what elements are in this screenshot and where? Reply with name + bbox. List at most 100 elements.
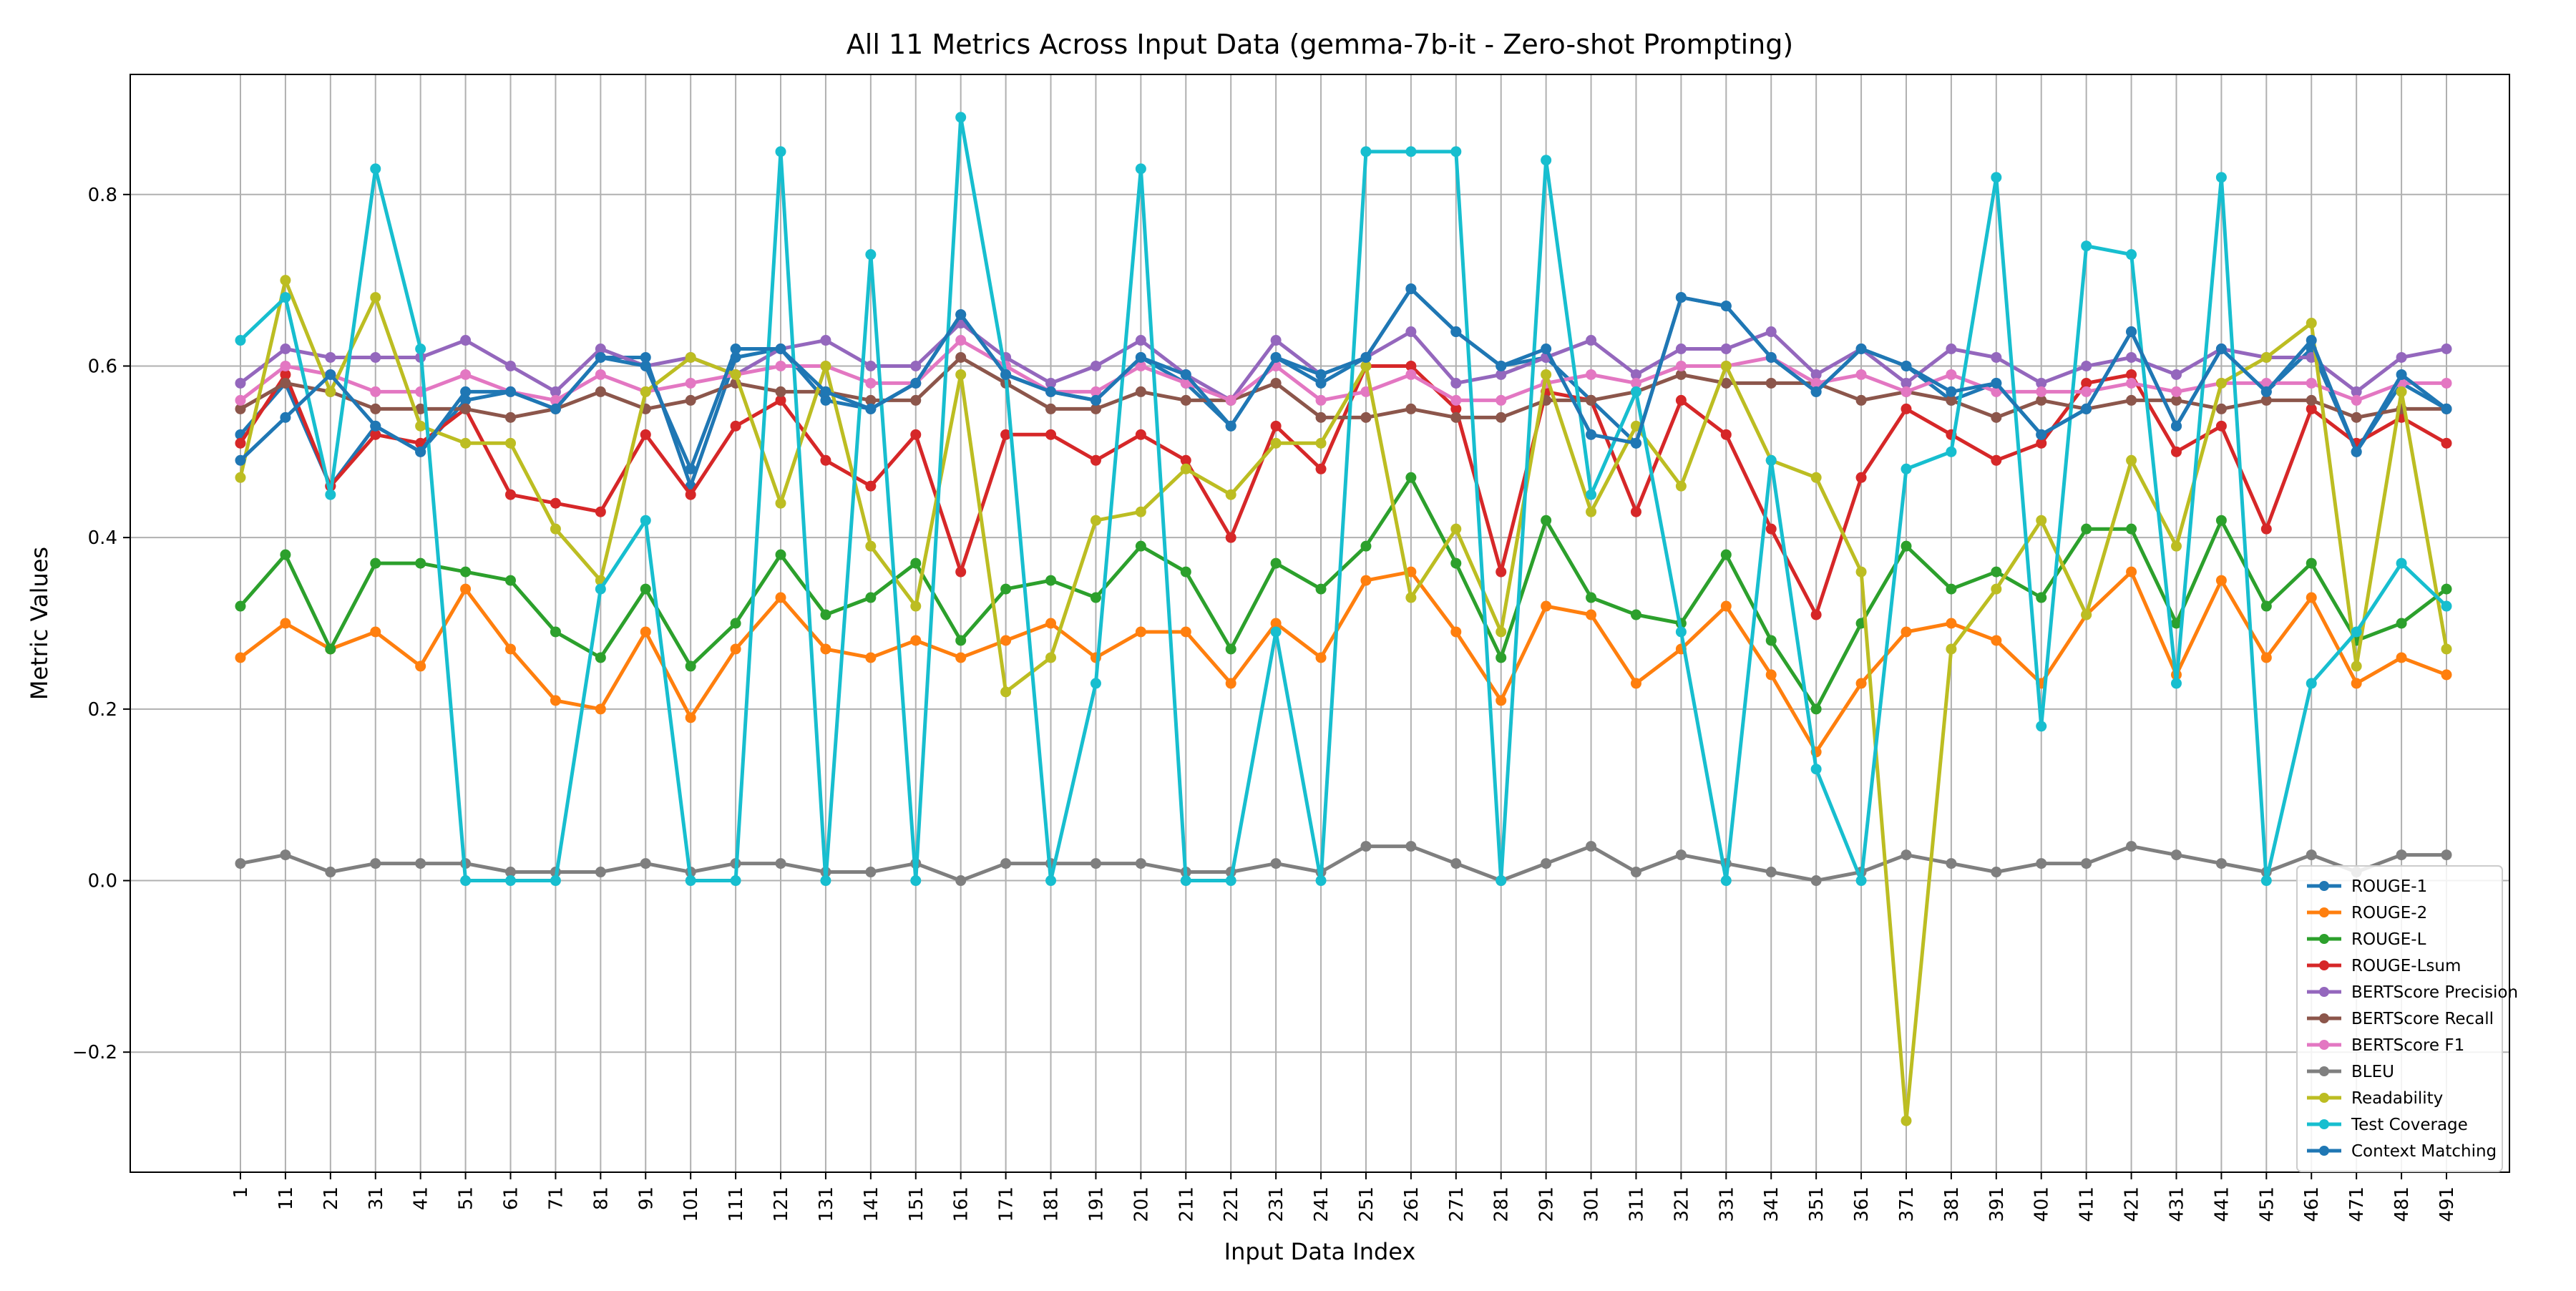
data-point [1450, 146, 1462, 157]
x-tick-label: 61 [501, 1187, 522, 1210]
data-point [865, 394, 877, 406]
data-point [1045, 575, 1057, 586]
data-point [1901, 849, 1912, 861]
legend-item: Test Coverage [2307, 1116, 2468, 1134]
data-point [1135, 360, 1146, 371]
data-point [595, 583, 606, 595]
data-point [2081, 360, 2092, 371]
data-point [2126, 369, 2137, 380]
data-point [235, 377, 246, 389]
data-point [550, 523, 561, 535]
data-point [2396, 557, 2407, 569]
series-11 [235, 283, 2452, 474]
data-point [1675, 849, 1687, 861]
data-point [1450, 394, 1462, 406]
data-point [1946, 386, 1957, 397]
data-point [685, 394, 696, 406]
data-point [865, 540, 877, 552]
legend-item: BERTScore Recall [2307, 1010, 2494, 1028]
legend-swatch-marker [2319, 934, 2329, 944]
data-point [1765, 351, 1777, 363]
data-point [2215, 420, 2227, 432]
data-point [1000, 369, 1012, 380]
legend-swatch-marker [2319, 1146, 2329, 1156]
data-point [1405, 146, 1417, 157]
data-point [1541, 600, 1552, 612]
data-point [2036, 394, 2047, 406]
legend-item: Readability [2307, 1089, 2443, 1108]
data-point [1630, 377, 1641, 389]
data-point [1991, 386, 2002, 397]
legend-item: ROUGE-Lsum [2307, 957, 2461, 975]
data-point [1405, 369, 1417, 380]
data-point [685, 661, 696, 672]
data-point [550, 626, 561, 638]
data-point [2036, 386, 2047, 397]
y-tick-label: −0.2 [72, 1042, 117, 1063]
data-point [1270, 858, 1282, 869]
data-point [2441, 583, 2452, 595]
data-point [2306, 678, 2317, 689]
data-point [2441, 643, 2452, 655]
data-point [595, 506, 606, 517]
data-point [550, 386, 561, 397]
data-point [1225, 394, 1236, 406]
data-point [2036, 377, 2047, 389]
x-tick-label: 151 [906, 1187, 927, 1222]
x-tick-label: 171 [996, 1187, 1018, 1222]
data-point [2170, 386, 2182, 397]
data-point [1045, 875, 1057, 887]
series-line [240, 844, 2446, 882]
data-point [2126, 454, 2137, 466]
legend-label: Context Matching [2351, 1142, 2497, 1161]
data-point [1450, 403, 1462, 414]
data-point [1855, 875, 1867, 887]
data-point [865, 377, 877, 389]
data-point [1450, 523, 1462, 535]
legend-item: BLEU [2307, 1063, 2394, 1081]
data-point [370, 429, 381, 440]
data-point [1946, 344, 1957, 354]
data-point [1360, 540, 1372, 552]
data-point [1000, 429, 1012, 440]
data-point [1991, 867, 2002, 878]
legend-swatch-marker [2319, 1040, 2329, 1050]
data-point [640, 386, 651, 397]
data-point [1090, 360, 1101, 371]
data-point [910, 600, 922, 612]
series-line [238, 278, 2449, 1123]
data-point [2170, 446, 2182, 457]
data-point [2170, 678, 2182, 689]
data-point [775, 394, 786, 406]
data-point [1855, 344, 1867, 354]
data-point [2126, 249, 2137, 260]
data-point [1450, 557, 1462, 569]
data-point [2306, 377, 2317, 389]
data-point [2396, 618, 2407, 629]
x-tick-label: 241 [1311, 1187, 1332, 1222]
data-point [1090, 858, 1101, 869]
data-point [1450, 626, 1462, 638]
data-point [1720, 875, 1732, 887]
data-point [1315, 463, 1327, 474]
data-point [1765, 669, 1777, 681]
data-point [1855, 369, 1867, 380]
data-point [2260, 351, 2272, 363]
data-point [865, 249, 877, 260]
plot-frame [130, 74, 2510, 1173]
data-point [1180, 394, 1191, 406]
data-point [2260, 523, 2272, 535]
data-point [1405, 360, 1417, 371]
data-point [1810, 609, 1822, 620]
data-point [1946, 618, 1957, 629]
series-line [239, 356, 2446, 419]
data-point [1090, 592, 1101, 603]
data-point [955, 369, 967, 380]
data-point [955, 309, 967, 321]
data-point [1991, 172, 2002, 183]
data-point [1315, 369, 1327, 380]
data-point [1090, 515, 1101, 526]
data-point [235, 600, 246, 612]
data-point [2215, 858, 2227, 869]
x-tick-label: 101 [680, 1187, 702, 1222]
